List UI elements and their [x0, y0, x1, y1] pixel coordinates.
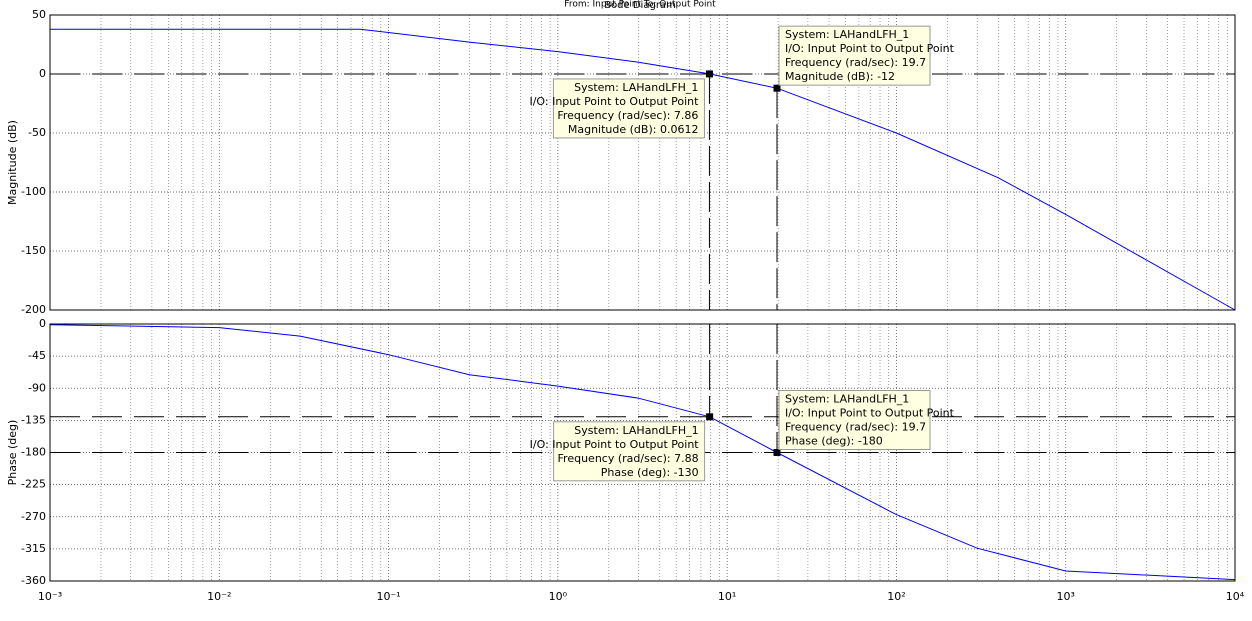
y-tick-label: -360 — [21, 574, 46, 587]
y-tick-label: -180 — [21, 446, 46, 459]
datatip-box — [552, 78, 705, 139]
x-tick-label: 10⁻¹ — [376, 590, 400, 603]
datatip-text: Magnitude (dB): 0.0612 — [568, 123, 699, 136]
plot-area — [50, 15, 1235, 310]
y-tick-label: -315 — [21, 542, 46, 555]
datatip-text: Frequency (rad/sec): 19.7 — [785, 421, 926, 434]
y-tick-label: 0 — [39, 317, 46, 330]
y-tick-label: -100 — [21, 185, 46, 198]
x-tick-label: 10⁴ — [1226, 590, 1245, 603]
datatip-text: System: LAHandLFH_1 — [574, 81, 698, 94]
datatip-box — [778, 25, 931, 86]
y-tick-label: -150 — [21, 244, 46, 257]
x-tick-label: 10¹ — [718, 590, 736, 603]
y-tick-label: -50 — [28, 126, 46, 139]
datatip-marker — [706, 413, 714, 421]
y-tick-label: -270 — [21, 510, 46, 523]
datatip-text: I/O: Input Point to Output Point — [785, 407, 955, 420]
datatip-text: I/O: Input Point to Output Point — [785, 42, 955, 55]
datatip-text: System: LAHandLFH_1 — [785, 393, 909, 406]
y-tick-label: -225 — [21, 478, 46, 491]
x-tick-label: 10⁻² — [207, 590, 231, 603]
datatip-text: I/O: Input Point to Output Point — [529, 95, 699, 108]
datatip-box — [778, 390, 931, 450]
x-tick-label: 10⁰ — [549, 590, 568, 603]
x-tick-label: 10² — [887, 590, 905, 603]
datatip-text: System: LAHandLFH_1 — [785, 28, 909, 41]
chart-title: Bode Diagram — [604, 0, 676, 11]
y-tick-label: -135 — [21, 413, 46, 426]
datatip-text: Magnitude (dB): -12 — [785, 70, 895, 83]
datatip-marker — [705, 70, 713, 78]
datatip-text: System: LAHandLFH_1 — [574, 424, 698, 437]
x-tick-label: 10³ — [1057, 590, 1075, 603]
x-tick-label: 10⁻³ — [38, 590, 62, 603]
datatip-text: Frequency (rad/sec): 7.88 — [558, 452, 699, 465]
y-axis-label: Magnitude (dB) — [6, 120, 19, 205]
datatip-box — [553, 421, 706, 482]
y-tick-label: 0 — [39, 67, 46, 80]
chart-subtitle: From: Input Point To: Output Point — [564, 0, 716, 10]
datatip-text: Phase (deg): -130 — [601, 466, 699, 479]
datatip-text: Phase (deg): -180 — [785, 435, 883, 448]
datatip-marker — [773, 84, 781, 92]
y-tick-label: -45 — [28, 349, 46, 362]
y-tick-label: 50 — [32, 8, 46, 21]
datatip-text: I/O: Input Point to Output Point — [530, 438, 700, 451]
y-tick-label: -90 — [28, 381, 46, 394]
axes-frame — [49, 323, 1236, 582]
datatip-text: Frequency (rad/sec): 19.7 — [785, 56, 926, 69]
datatip-marker — [773, 449, 781, 456]
y-axis-label: Phase (deg) — [6, 420, 19, 486]
data-line — [49, 324, 1236, 581]
y-tick-label: -200 — [21, 303, 46, 316]
data-line — [50, 28, 1236, 311]
axes-frame — [49, 14, 1236, 311]
datatip-text: Frequency (rad/sec): 7.86 — [557, 109, 698, 122]
